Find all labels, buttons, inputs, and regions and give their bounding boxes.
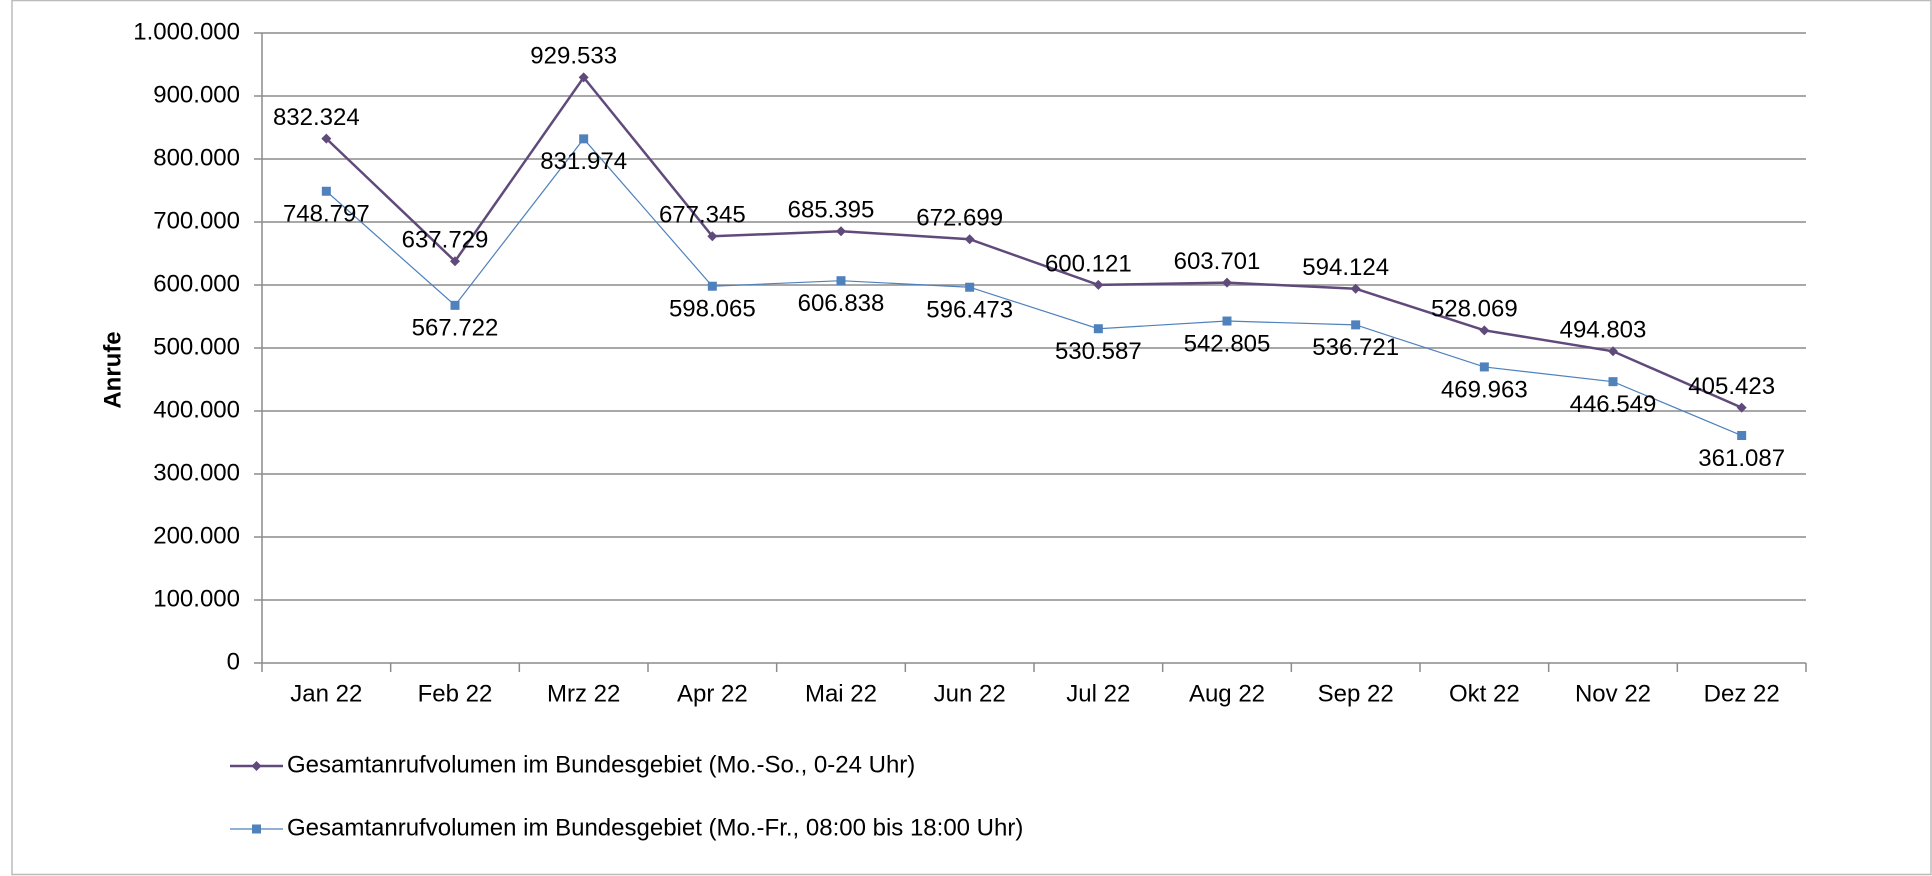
x-tick-label: Jun 22 [934, 680, 1006, 707]
data-label: 685.395 [788, 197, 875, 224]
data-label: 528.069 [1431, 296, 1518, 323]
data-label: 748.797 [283, 201, 370, 228]
marker [251, 761, 262, 771]
x-tick-label: Okt 22 [1449, 680, 1520, 707]
x-tick-label: Apr 22 [677, 680, 748, 707]
marker [965, 282, 975, 292]
data-label: 637.729 [402, 227, 489, 254]
y-tick-label: 1.000.000 [133, 18, 240, 45]
x-tick-label: Jul 22 [1066, 680, 1130, 707]
marker [707, 231, 718, 242]
data-label: 600.121 [1045, 250, 1132, 277]
x-tick-label: Dez 22 [1704, 680, 1780, 707]
marker [1350, 283, 1361, 294]
series-line [325, 75, 1743, 409]
series-line [325, 137, 1742, 437]
marker [1351, 320, 1361, 330]
data-label: 598.065 [669, 296, 756, 323]
y-tick-label: 0 [227, 648, 240, 675]
x-tick-label: Nov 22 [1575, 680, 1651, 707]
x-tick-label: Mrz 22 [547, 680, 620, 707]
marker [1222, 277, 1232, 288]
marker [321, 186, 331, 196]
y-tick-label: 200.000 [153, 522, 240, 549]
marker [1093, 324, 1103, 334]
marker [1737, 431, 1747, 441]
data-label: 405.423 [1688, 373, 1775, 400]
y-tick-label: 400.000 [153, 396, 240, 423]
y-tick-label: 600.000 [153, 270, 240, 297]
chart-frame [11, 0, 1932, 876]
x-tick-label: Jan 22 [290, 680, 362, 707]
data-label: 606.838 [798, 290, 885, 317]
marker [1608, 346, 1618, 357]
data-label: 530.587 [1055, 338, 1142, 365]
data-label: 446.549 [1570, 391, 1657, 418]
marker [321, 133, 332, 144]
legend-label: Gesamtanrufvolumen im Bundesgebiet (Mo.-… [287, 814, 1023, 841]
marker [450, 300, 460, 310]
data-label: 596.473 [926, 297, 1013, 324]
y-axis-title: Anrufe [99, 331, 126, 408]
marker [1093, 279, 1104, 290]
legend-label: Gesamtanrufvolumen im Bundesgebiet (Mo.-… [287, 751, 915, 778]
marker [836, 276, 846, 286]
y-tick-label: 900.000 [153, 81, 240, 108]
marker [578, 72, 589, 83]
data-label: 536.721 [1312, 334, 1399, 361]
y-tick-label: 100.000 [153, 585, 240, 612]
data-label: 567.722 [412, 315, 499, 342]
x-tick-label: Sep 22 [1318, 680, 1394, 707]
marker [252, 824, 261, 834]
data-label: 831.974 [540, 148, 627, 175]
y-tick-label: 500.000 [153, 333, 240, 360]
marker [1736, 402, 1747, 413]
marker [579, 134, 589, 144]
marker [1608, 377, 1618, 387]
data-label: 542.805 [1184, 330, 1271, 357]
data-label: 603.701 [1174, 248, 1261, 275]
x-tick-label: Feb 22 [418, 680, 493, 707]
data-label: 677.345 [659, 202, 746, 229]
marker [836, 226, 846, 237]
marker [1479, 362, 1489, 372]
y-tick-label: 300.000 [153, 459, 240, 486]
marker [964, 234, 975, 245]
data-label: 594.124 [1302, 254, 1389, 281]
marker [450, 256, 460, 267]
x-tick-label: Mai 22 [805, 680, 877, 707]
data-label: 929.533 [530, 43, 617, 70]
y-tick-label: 800.000 [153, 144, 240, 171]
data-label: 832.324 [273, 104, 360, 131]
data-label: 361.087 [1698, 445, 1785, 472]
marker [1479, 325, 1490, 336]
marker [1222, 316, 1232, 326]
y-tick-label: 700.000 [153, 207, 240, 234]
data-label: 469.963 [1441, 376, 1528, 403]
data-label: 494.803 [1560, 317, 1647, 344]
data-label: 672.699 [916, 205, 1003, 232]
marker [707, 281, 717, 291]
x-tick-label: Aug 22 [1189, 680, 1265, 707]
